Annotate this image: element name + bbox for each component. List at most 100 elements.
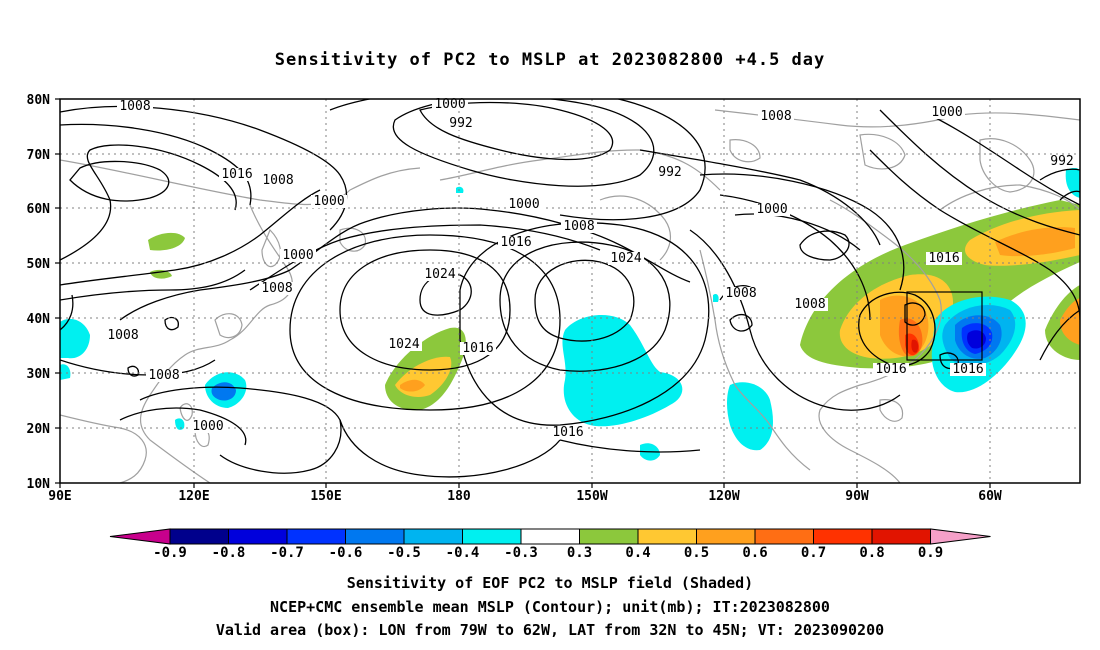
colorbar-cell [286, 528, 346, 545]
plot-frame [59, 98, 1081, 484]
lon-label: 120E [178, 489, 209, 504]
contour-label-bg [447, 117, 475, 130]
contour-label-bg [386, 338, 422, 351]
map-title: Sensitivity of PC2 to MSLP at 2023082800… [274, 50, 826, 70]
colorbar-tick-label: -0.8 [212, 545, 246, 561]
colorbar-tick-label: -0.3 [504, 545, 538, 561]
contour-label-bg [311, 195, 347, 208]
lon-label: 150E [310, 489, 341, 504]
contour-label-bg [460, 342, 496, 355]
contour-label-bg [432, 98, 468, 111]
axis-labels: 80N 70N 60N 50N 40N 30N 20N 10N 90E 120E… [27, 93, 1002, 504]
lat-label: 30N [27, 367, 51, 382]
colorbar-cell [520, 528, 580, 545]
contour-label: 1008 [794, 297, 825, 312]
contour-label: 1024 [610, 251, 641, 266]
contour-label: 1008 [119, 99, 150, 114]
colorbar-cell [754, 528, 814, 545]
caption-line-1: Sensitivity of EOF PC2 to MSLP field (Sh… [346, 574, 754, 592]
lon-label: 60W [978, 489, 1002, 504]
colorbar-cell [169, 528, 229, 545]
contour-label: 992 [1050, 154, 1073, 169]
colorbar-cell [696, 528, 756, 545]
colorbar [109, 528, 991, 545]
contour-label-bg [754, 203, 790, 216]
contour-label-bg [792, 298, 828, 311]
shaded-sensitivity [60, 167, 1080, 461]
mslp-contours [60, 99, 1080, 478]
colorbar-tick-label: 0.7 [801, 545, 826, 561]
contour-label: 1016 [500, 235, 531, 250]
contour-label: 1016 [928, 251, 959, 266]
contour-label: 1000 [508, 197, 539, 212]
colorbar-high-arrow [930, 528, 991, 545]
contour-label-bg [190, 420, 226, 433]
lon-label: 180 [447, 489, 471, 504]
contour-label-bg [758, 110, 794, 123]
lat-label: 50N [27, 257, 51, 272]
contour-labels: 1008 1000 992 992 1008 1000 992 1016 1008 1000 100… [105, 97, 1076, 440]
colorbar-cell [403, 528, 463, 545]
contour-label: 1008 [107, 328, 138, 343]
contour-label-bg [656, 166, 684, 179]
contour-label-bg [1048, 155, 1076, 168]
colorbar-cell [813, 528, 873, 545]
contour-label-bg [146, 369, 182, 382]
contour-label: 1016 [875, 362, 906, 377]
contour-label-bg [561, 220, 597, 233]
contour-label: 1008 [262, 173, 293, 188]
contour-label: 1016 [462, 341, 493, 356]
contour-label-bg [550, 426, 586, 439]
contour-label: 1024 [424, 267, 455, 282]
contour-label: 1000 [756, 202, 787, 217]
colorbar-tick-label: 0.3 [567, 545, 592, 561]
caption-line-2: NCEP+CMC ensemble mean MSLP (Contour); u… [270, 598, 830, 616]
contour-label: 1008 [261, 281, 292, 296]
contour-label: 1016 [952, 362, 983, 377]
contour-label-bg [259, 282, 295, 295]
contour-label: 1000 [434, 97, 465, 112]
contour-label-bg [929, 106, 965, 119]
lat-label: 40N [27, 312, 51, 327]
lon-label: 90W [845, 489, 869, 504]
contour-label-bg [219, 168, 255, 181]
colorbar-tick-label: -0.4 [446, 545, 480, 561]
colorbar-tick-label: -0.7 [270, 545, 304, 561]
contour-label-bg [498, 236, 534, 249]
contour-label-bg [873, 363, 909, 376]
colorbar-cell [345, 528, 405, 545]
colorbar-tick-label: 0.8 [859, 545, 884, 561]
contour-label: 1000 [282, 248, 313, 263]
contour-label: 1000 [931, 105, 962, 120]
colorbar-tick-label: -0.6 [329, 545, 363, 561]
contour-label-bg [280, 249, 316, 262]
contour-label-bg [422, 268, 458, 281]
lon-label: 120W [708, 489, 739, 504]
lat-label: 70N [27, 148, 51, 163]
contour-label-bg [506, 198, 542, 211]
colorbar-cell [228, 528, 288, 545]
colorbar-cell [462, 528, 522, 545]
contour-label: 1008 [725, 286, 756, 301]
lat-label: 10N [27, 477, 51, 492]
colorbar-cell [637, 528, 697, 545]
contour-label: 1008 [563, 219, 594, 234]
colorbar-tick-label: 0.6 [742, 545, 767, 561]
colorbar-tick-label: -0.5 [387, 545, 421, 561]
lat-label: 60N [27, 202, 51, 217]
valid-area-box [906, 291, 983, 361]
contour-label: 1016 [221, 167, 252, 182]
colorbar-cell [579, 528, 639, 545]
contour-label: 1000 [192, 419, 223, 434]
contour-label: 1024 [388, 337, 419, 352]
colorbar-labels: -0.9 -0.8 -0.7 -0.6 -0.5 -0.4 -0.3 0.3 0.4 0.5 0.6… [153, 545, 943, 561]
contour-label-bg [723, 287, 759, 300]
contour-label-bg [926, 252, 962, 265]
caption-line-3: Valid area (box): LON from 79W to 62W, L… [215, 621, 885, 639]
colorbar-tick-label: -0.9 [153, 545, 187, 561]
colorbar-cell [871, 528, 931, 545]
lat-label: 80N [27, 93, 51, 108]
colorbar-tick-label: 0.9 [918, 545, 943, 561]
lon-label: 90E [48, 489, 71, 504]
